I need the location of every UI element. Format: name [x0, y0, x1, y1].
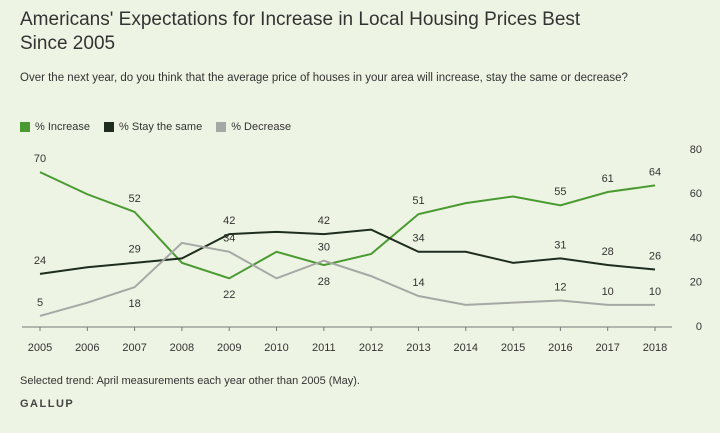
legend-label: % Decrease — [231, 121, 292, 133]
x-tick-label: 2008 — [170, 342, 194, 354]
x-tick-label: 2006 — [75, 342, 99, 354]
data-label: 26 — [649, 250, 661, 262]
data-label: 5 — [37, 297, 43, 309]
data-label: 42 — [318, 215, 330, 227]
x-tick-label: 2010 — [264, 342, 288, 354]
data-label: 30 — [318, 242, 330, 254]
legend-swatch — [20, 122, 30, 132]
x-tick-label: 2016 — [548, 342, 572, 354]
data-label: 42 — [223, 215, 235, 227]
data-label: 31 — [554, 239, 566, 251]
data-label: 34 — [412, 233, 424, 245]
data-label: 55 — [554, 186, 566, 198]
x-tick-label: 2017 — [595, 342, 619, 354]
data-label: 10 — [602, 286, 614, 298]
x-tick-label: 2018 — [643, 342, 667, 354]
x-tick-label: 2007 — [122, 342, 146, 354]
data-label: 14 — [412, 277, 424, 289]
data-label: 51 — [412, 195, 424, 207]
y-tick-label: 40 — [690, 232, 702, 244]
series-line — [39, 228, 656, 275]
x-tick-label: 2013 — [406, 342, 430, 354]
legend-swatch — [104, 122, 115, 132]
data-label: 18 — [128, 298, 140, 310]
data-label: 28 — [602, 246, 614, 258]
data-label: 64 — [649, 166, 661, 178]
data-label: 29 — [128, 244, 140, 256]
data-label: 28 — [318, 276, 330, 288]
legend-item: % Stay the same — [104, 121, 202, 133]
data-label: 61 — [602, 173, 614, 185]
legend-label: % Stay the same — [119, 121, 203, 133]
legend-label: % Increase — [35, 121, 91, 133]
x-tick-label: 2012 — [359, 342, 383, 354]
y-tick-label: 0 — [696, 321, 702, 333]
data-label: 70 — [34, 153, 46, 165]
chart-title: Americans' Expectations for Increase in … — [20, 9, 581, 54]
series-line — [39, 241, 655, 317]
legend-item: % Decrease — [216, 121, 291, 133]
x-tick-label: 2011 — [312, 342, 336, 354]
data-label: 24 — [34, 255, 46, 267]
data-label: 12 — [554, 281, 566, 293]
x-tick-label: 2015 — [501, 342, 525, 354]
x-tick-label: 2005 — [28, 342, 52, 354]
data-label: 34 — [223, 233, 235, 245]
x-tick-label: 2009 — [217, 342, 241, 354]
y-tick-label: 20 — [690, 277, 702, 289]
data-label: 22 — [223, 289, 235, 301]
chart-subtitle: Over the next year, do you think that th… — [20, 72, 628, 84]
data-label: 52 — [128, 193, 140, 205]
source: GALLUP — [20, 398, 75, 410]
y-tick-label: 60 — [690, 188, 702, 200]
series-line — [39, 171, 656, 280]
note: Selected trend: April measurements each … — [20, 375, 360, 387]
legend: % Increase % Stay the same % Decrease — [20, 121, 291, 133]
x-tick-label: 2014 — [454, 342, 478, 354]
y-tick-label: 80 — [690, 144, 702, 156]
data-label: 10 — [649, 286, 661, 298]
legend-item: % Increase — [20, 121, 90, 133]
legend-swatch — [216, 122, 227, 132]
